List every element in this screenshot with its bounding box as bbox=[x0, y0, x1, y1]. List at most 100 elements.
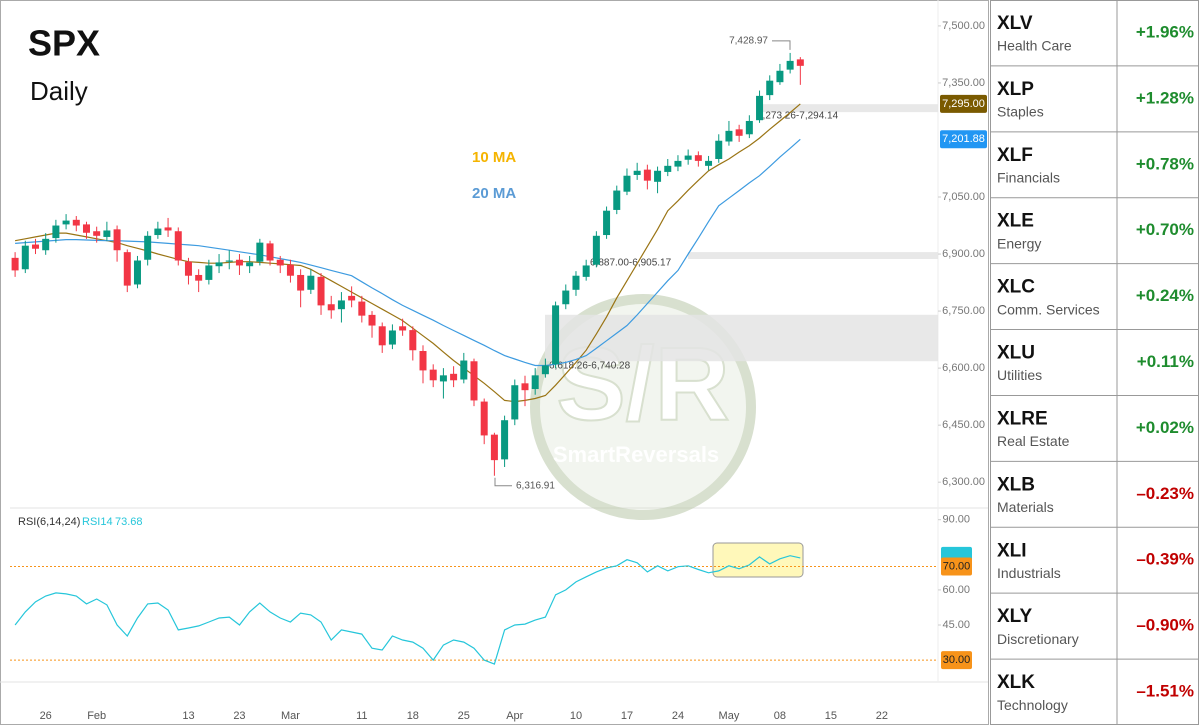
sector-name: Financials bbox=[997, 170, 1060, 186]
candle-body bbox=[266, 243, 274, 261]
candle-body bbox=[409, 330, 417, 351]
candle-body bbox=[276, 259, 284, 266]
price-marker bbox=[940, 94, 987, 113]
candle-body bbox=[705, 160, 713, 166]
sector-ticker: XLB bbox=[997, 474, 1035, 495]
candle-body bbox=[327, 304, 335, 311]
rsi-title: RSI(6,14,24) bbox=[18, 516, 80, 528]
candle-body bbox=[307, 275, 315, 290]
sector-name: Discretionary bbox=[997, 631, 1079, 647]
x-tick-label: 25 bbox=[458, 710, 470, 722]
candle-body bbox=[62, 220, 70, 225]
y-tick-label: 7,050.00 bbox=[942, 191, 985, 203]
candle-body bbox=[613, 190, 621, 210]
candle-body bbox=[195, 274, 203, 281]
candle-body bbox=[11, 257, 19, 271]
rsi-line bbox=[14, 555, 801, 665]
x-tick-label: May bbox=[719, 710, 740, 722]
y-tick-label: 90.00 bbox=[942, 514, 970, 526]
y-tick-label: 6,750.00 bbox=[942, 305, 985, 317]
sector-ticker: XLI bbox=[997, 540, 1027, 561]
sector-name: Industrials bbox=[997, 565, 1061, 581]
candle-body bbox=[582, 265, 590, 277]
candle-body bbox=[164, 227, 172, 231]
candle-body bbox=[694, 155, 702, 161]
candle-body bbox=[490, 434, 498, 461]
sector-change: +0.02% bbox=[1136, 418, 1194, 437]
candle-body bbox=[531, 375, 539, 390]
x-tick-label: 23 bbox=[233, 710, 245, 722]
sector-change: +0.70% bbox=[1136, 220, 1194, 239]
candle-body bbox=[674, 160, 682, 167]
x-tick-label: Feb bbox=[87, 710, 106, 722]
y-tick-label: 60.00 bbox=[942, 584, 970, 596]
y-tick-label: 6,300.00 bbox=[942, 476, 985, 488]
chart-title: SPX bbox=[28, 23, 100, 64]
x-tick-label: 24 bbox=[672, 710, 684, 722]
annotation-label: 7,428.97 bbox=[729, 36, 768, 47]
candle-body bbox=[439, 375, 447, 382]
candle-body bbox=[174, 231, 182, 261]
candle-body bbox=[633, 170, 641, 175]
candle-body bbox=[154, 228, 162, 236]
candle-body bbox=[643, 169, 651, 181]
sector-name: Comm. Services bbox=[997, 301, 1100, 317]
candle-body bbox=[552, 305, 560, 365]
rsi-series-name: RSI14 bbox=[82, 516, 113, 528]
candle-body bbox=[654, 170, 662, 182]
candle-body bbox=[317, 276, 325, 306]
candle-body bbox=[756, 95, 764, 121]
candle-body bbox=[215, 262, 223, 267]
sector-ticker: XLK bbox=[997, 672, 1035, 693]
annotation-line bbox=[772, 40, 791, 50]
sector-change: +0.11% bbox=[1137, 352, 1194, 371]
sector-change: +0.78% bbox=[1136, 154, 1194, 173]
table-frame bbox=[990, 0, 1199, 725]
x-tick-label: 13 bbox=[182, 710, 194, 722]
rsi-highlight bbox=[712, 542, 804, 578]
sector-change: –0.90% bbox=[1136, 616, 1194, 635]
zone-label: 6,887.00-6,905.17 bbox=[590, 258, 672, 269]
candle-body bbox=[133, 260, 141, 285]
candle-body bbox=[256, 242, 264, 262]
sector-name: Real Estate bbox=[997, 433, 1070, 449]
candle-body bbox=[562, 290, 570, 305]
candle-body bbox=[776, 70, 784, 83]
candle-body bbox=[766, 80, 774, 96]
sector-name: Health Care bbox=[997, 38, 1072, 54]
x-tick-label: 11 bbox=[356, 710, 367, 722]
sector-change: –0.39% bbox=[1136, 550, 1194, 569]
rsi-level-marker bbox=[941, 557, 972, 576]
candle-body bbox=[358, 301, 366, 316]
candle-body bbox=[480, 401, 488, 436]
candle-body bbox=[572, 275, 580, 290]
sector-ticker: XLU bbox=[997, 343, 1035, 364]
x-tick-label: 26 bbox=[40, 710, 52, 722]
candle-body bbox=[429, 369, 437, 381]
series-label: 10 MA bbox=[472, 149, 516, 166]
annotation-line bbox=[494, 477, 512, 487]
zone bbox=[758, 104, 938, 113]
sector-ticker: XLF bbox=[997, 145, 1033, 166]
candle-body bbox=[42, 238, 50, 251]
sector-change: –0.23% bbox=[1136, 484, 1194, 503]
sector-change: –1.51% bbox=[1136, 682, 1194, 701]
candle-body bbox=[225, 260, 233, 262]
x-tick-label: Mar bbox=[281, 710, 300, 722]
x-tick-label: 22 bbox=[876, 710, 888, 722]
candle-body bbox=[664, 165, 672, 172]
candle-body bbox=[113, 229, 121, 251]
candle-body bbox=[541, 365, 549, 375]
x-tick-label: 08 bbox=[774, 710, 786, 722]
candle-body bbox=[725, 130, 733, 142]
candle-body bbox=[52, 225, 60, 239]
sector-ticker: XLV bbox=[997, 13, 1033, 34]
watermark-name: SmartReversals bbox=[553, 442, 719, 467]
price-marker bbox=[940, 130, 987, 149]
series-label: 20 MA bbox=[472, 185, 516, 202]
price-marker-label: 7,295.00 bbox=[942, 98, 985, 110]
x-tick-label: Apr bbox=[506, 710, 523, 722]
candle-body bbox=[297, 274, 305, 291]
sector-change: +0.24% bbox=[1136, 286, 1194, 305]
candle-body bbox=[103, 230, 111, 237]
